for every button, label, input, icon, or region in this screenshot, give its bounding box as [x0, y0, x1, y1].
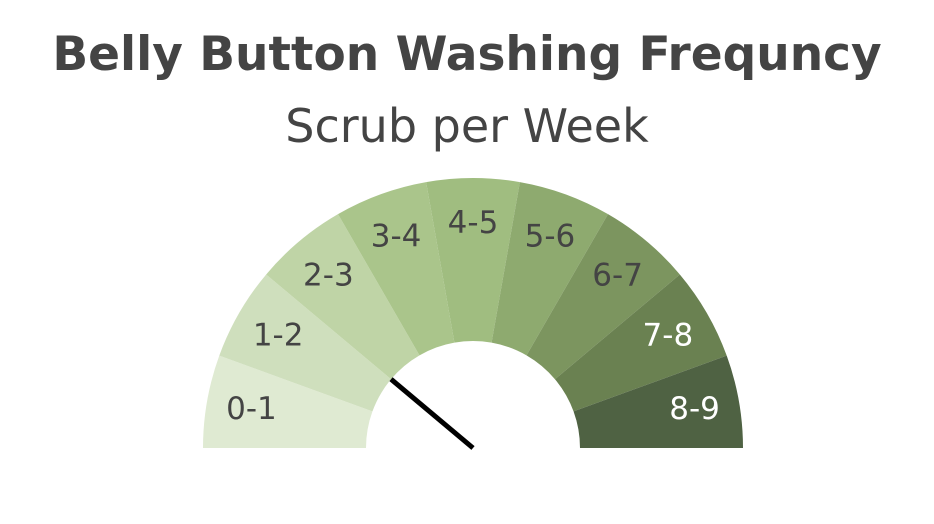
gauge-segment-1-2	[219, 274, 392, 412]
gauge-needle	[389, 377, 475, 450]
gauge-segment-7-8	[554, 274, 727, 412]
gauge-segment-5-6	[491, 182, 608, 356]
gauge-segment-0-1	[203, 355, 373, 448]
gauge-segment-label: 0-1	[226, 391, 277, 427]
gauge-segment-label: 7-8	[643, 318, 694, 354]
gauge-segment-6-7	[526, 214, 680, 380]
gauge-segment-label: 1-2	[253, 318, 304, 354]
gauge-segment-2-3	[266, 214, 420, 380]
gauge-segment-label: 2-3	[303, 258, 354, 294]
gauge-segment-4-5	[426, 178, 520, 343]
gauge-segment-label: 3-4	[371, 219, 422, 255]
gauge-segment-label: 8-9	[669, 391, 720, 427]
gauge-segment-labels: 0-1 1-2 2-3 3-4 4-5 5-6 6-77-8 8-9	[226, 205, 720, 427]
gauge-segment-3-4	[338, 182, 455, 356]
gauge-segment-label: 4-5	[448, 205, 499, 241]
chart-title: Belly Button Washing Frequncy	[52, 27, 882, 82]
gauge-segment-label: 6-7	[592, 258, 643, 294]
gauge-segment-label: 5-6	[525, 219, 576, 255]
gauge-segments	[203, 178, 743, 448]
gauge-segment-8-9	[573, 355, 743, 448]
chart-subtitle: Scrub per Week	[285, 99, 649, 153]
